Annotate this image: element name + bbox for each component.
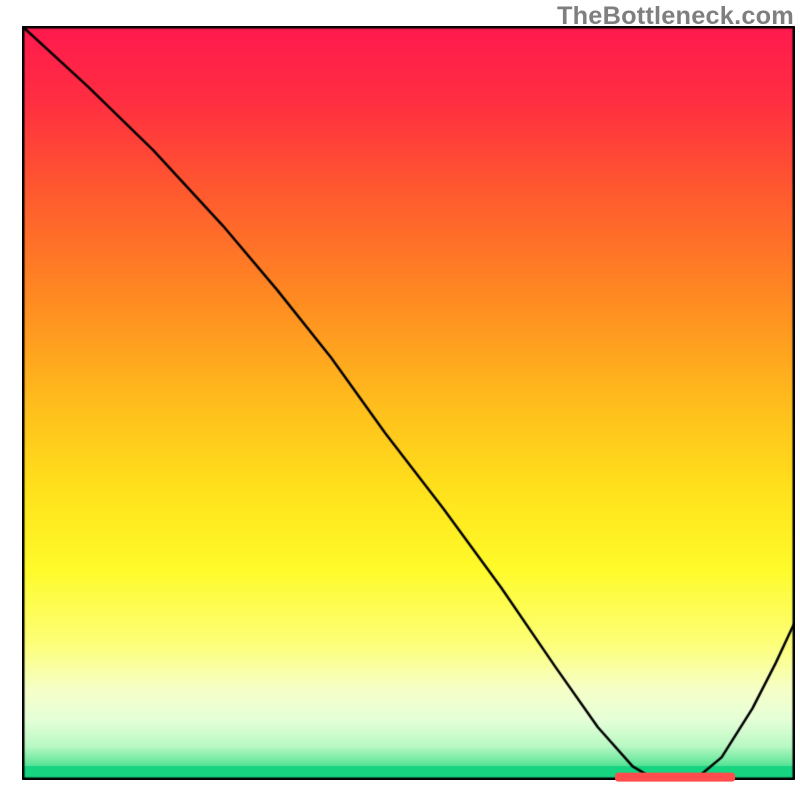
valley-marker <box>615 773 735 782</box>
plot-area <box>22 26 795 780</box>
chart-canvas <box>22 26 795 780</box>
